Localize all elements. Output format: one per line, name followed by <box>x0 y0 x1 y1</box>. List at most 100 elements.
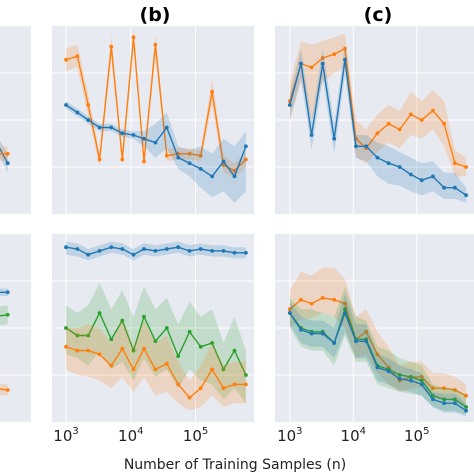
data-point-blue <box>131 252 136 257</box>
data-point-green <box>176 354 181 359</box>
panel-plot-area <box>275 26 474 214</box>
data-point-blue <box>397 376 402 381</box>
data-point-orange <box>320 296 325 300</box>
data-point-green <box>64 326 68 330</box>
data-point-orange <box>75 54 80 58</box>
data-point-orange <box>397 127 402 132</box>
data-point-blue <box>419 382 424 387</box>
data-point-blue <box>176 245 181 250</box>
data-point-orange <box>64 344 68 349</box>
panel-plot-area <box>52 26 254 214</box>
data-point-blue <box>97 125 102 130</box>
x-tick-label: 103 <box>53 426 78 445</box>
x-tick-label: 105 <box>183 426 208 445</box>
data-point-blue <box>75 110 80 115</box>
data-point-blue <box>198 167 203 171</box>
x-tick-label: 103 <box>277 426 302 445</box>
data-point-orange <box>244 157 248 162</box>
x-tick-label: 104 <box>118 426 143 445</box>
data-point-blue <box>442 185 446 190</box>
panels-layer <box>0 26 474 422</box>
data-point-orange <box>375 352 380 357</box>
data-point-blue <box>97 249 102 253</box>
data-point-blue <box>332 341 337 345</box>
data-point-green <box>131 348 136 353</box>
data-point-orange <box>453 161 457 166</box>
data-point-green <box>86 333 91 338</box>
panel-title-b: (b) <box>140 4 171 26</box>
data-point-blue <box>375 365 380 370</box>
data-point-blue <box>86 118 91 122</box>
data-point-blue <box>232 250 237 255</box>
data-point-orange <box>142 159 146 164</box>
data-point-blue <box>131 133 136 137</box>
data-point-blue <box>287 311 292 315</box>
data-point-green <box>453 397 457 402</box>
x-tick-label: 104 <box>341 426 366 445</box>
panel-plot-area <box>0 280 31 396</box>
data-point-blue <box>210 174 215 179</box>
data-point-orange <box>75 348 80 353</box>
panel-plot-area <box>52 234 254 422</box>
data-point-orange <box>198 386 203 391</box>
data-point-blue <box>299 328 303 332</box>
data-point-blue <box>164 125 169 130</box>
series-line-orange <box>0 388 8 391</box>
data-point-blue <box>109 125 114 130</box>
data-point-blue <box>320 61 325 66</box>
data-point-green <box>120 318 125 323</box>
data-point-orange <box>142 346 146 351</box>
data-point-blue <box>419 178 424 183</box>
data-point-blue <box>244 144 248 149</box>
data-point-blue <box>431 174 435 179</box>
data-point-orange <box>64 57 68 62</box>
data-point-blue <box>364 339 369 344</box>
data-point-orange <box>221 386 226 391</box>
data-point-blue <box>5 161 10 166</box>
data-point-green <box>409 375 413 379</box>
data-point-blue <box>397 165 402 169</box>
data-point-blue <box>176 155 181 160</box>
data-point-orange <box>5 151 10 156</box>
panel-5 <box>52 234 254 422</box>
data-point-blue <box>364 144 369 149</box>
data-point-orange <box>419 375 424 379</box>
data-point-blue <box>5 290 10 295</box>
data-point-green <box>109 337 114 342</box>
data-point-orange <box>187 151 192 156</box>
data-point-blue <box>386 161 391 166</box>
data-point-green <box>164 326 169 330</box>
data-point-orange <box>453 388 457 392</box>
data-point-blue <box>64 245 68 250</box>
data-point-green <box>464 405 468 409</box>
panel-plot-area <box>0 72 31 173</box>
data-point-orange <box>232 382 237 387</box>
data-point-orange <box>131 35 136 40</box>
data-point-blue <box>210 249 215 253</box>
data-point-green <box>442 397 446 402</box>
data-point-blue <box>354 144 358 149</box>
data-point-green <box>5 312 10 317</box>
x-axis-label: Number of Training Samples (n) <box>124 457 346 473</box>
data-point-orange <box>386 121 391 126</box>
data-point-orange <box>232 168 237 173</box>
data-point-orange <box>86 103 91 107</box>
data-point-blue <box>120 247 125 251</box>
data-point-orange <box>287 307 292 312</box>
x-tick-label: 105 <box>404 426 429 445</box>
data-point-blue <box>86 252 91 257</box>
confidence-band-orange <box>289 267 467 407</box>
data-point-orange <box>343 301 347 306</box>
data-point-orange <box>120 157 125 162</box>
data-point-orange <box>120 346 125 351</box>
data-point-blue <box>354 339 358 344</box>
data-point-orange <box>332 52 337 57</box>
data-point-orange <box>320 56 325 60</box>
data-point-blue <box>343 57 347 62</box>
data-point-blue <box>332 136 337 141</box>
panel-title-c: (c) <box>364 4 393 26</box>
data-point-blue <box>142 136 146 141</box>
data-point-orange <box>464 393 468 398</box>
data-point-orange <box>109 44 114 49</box>
data-point-blue <box>442 401 446 406</box>
